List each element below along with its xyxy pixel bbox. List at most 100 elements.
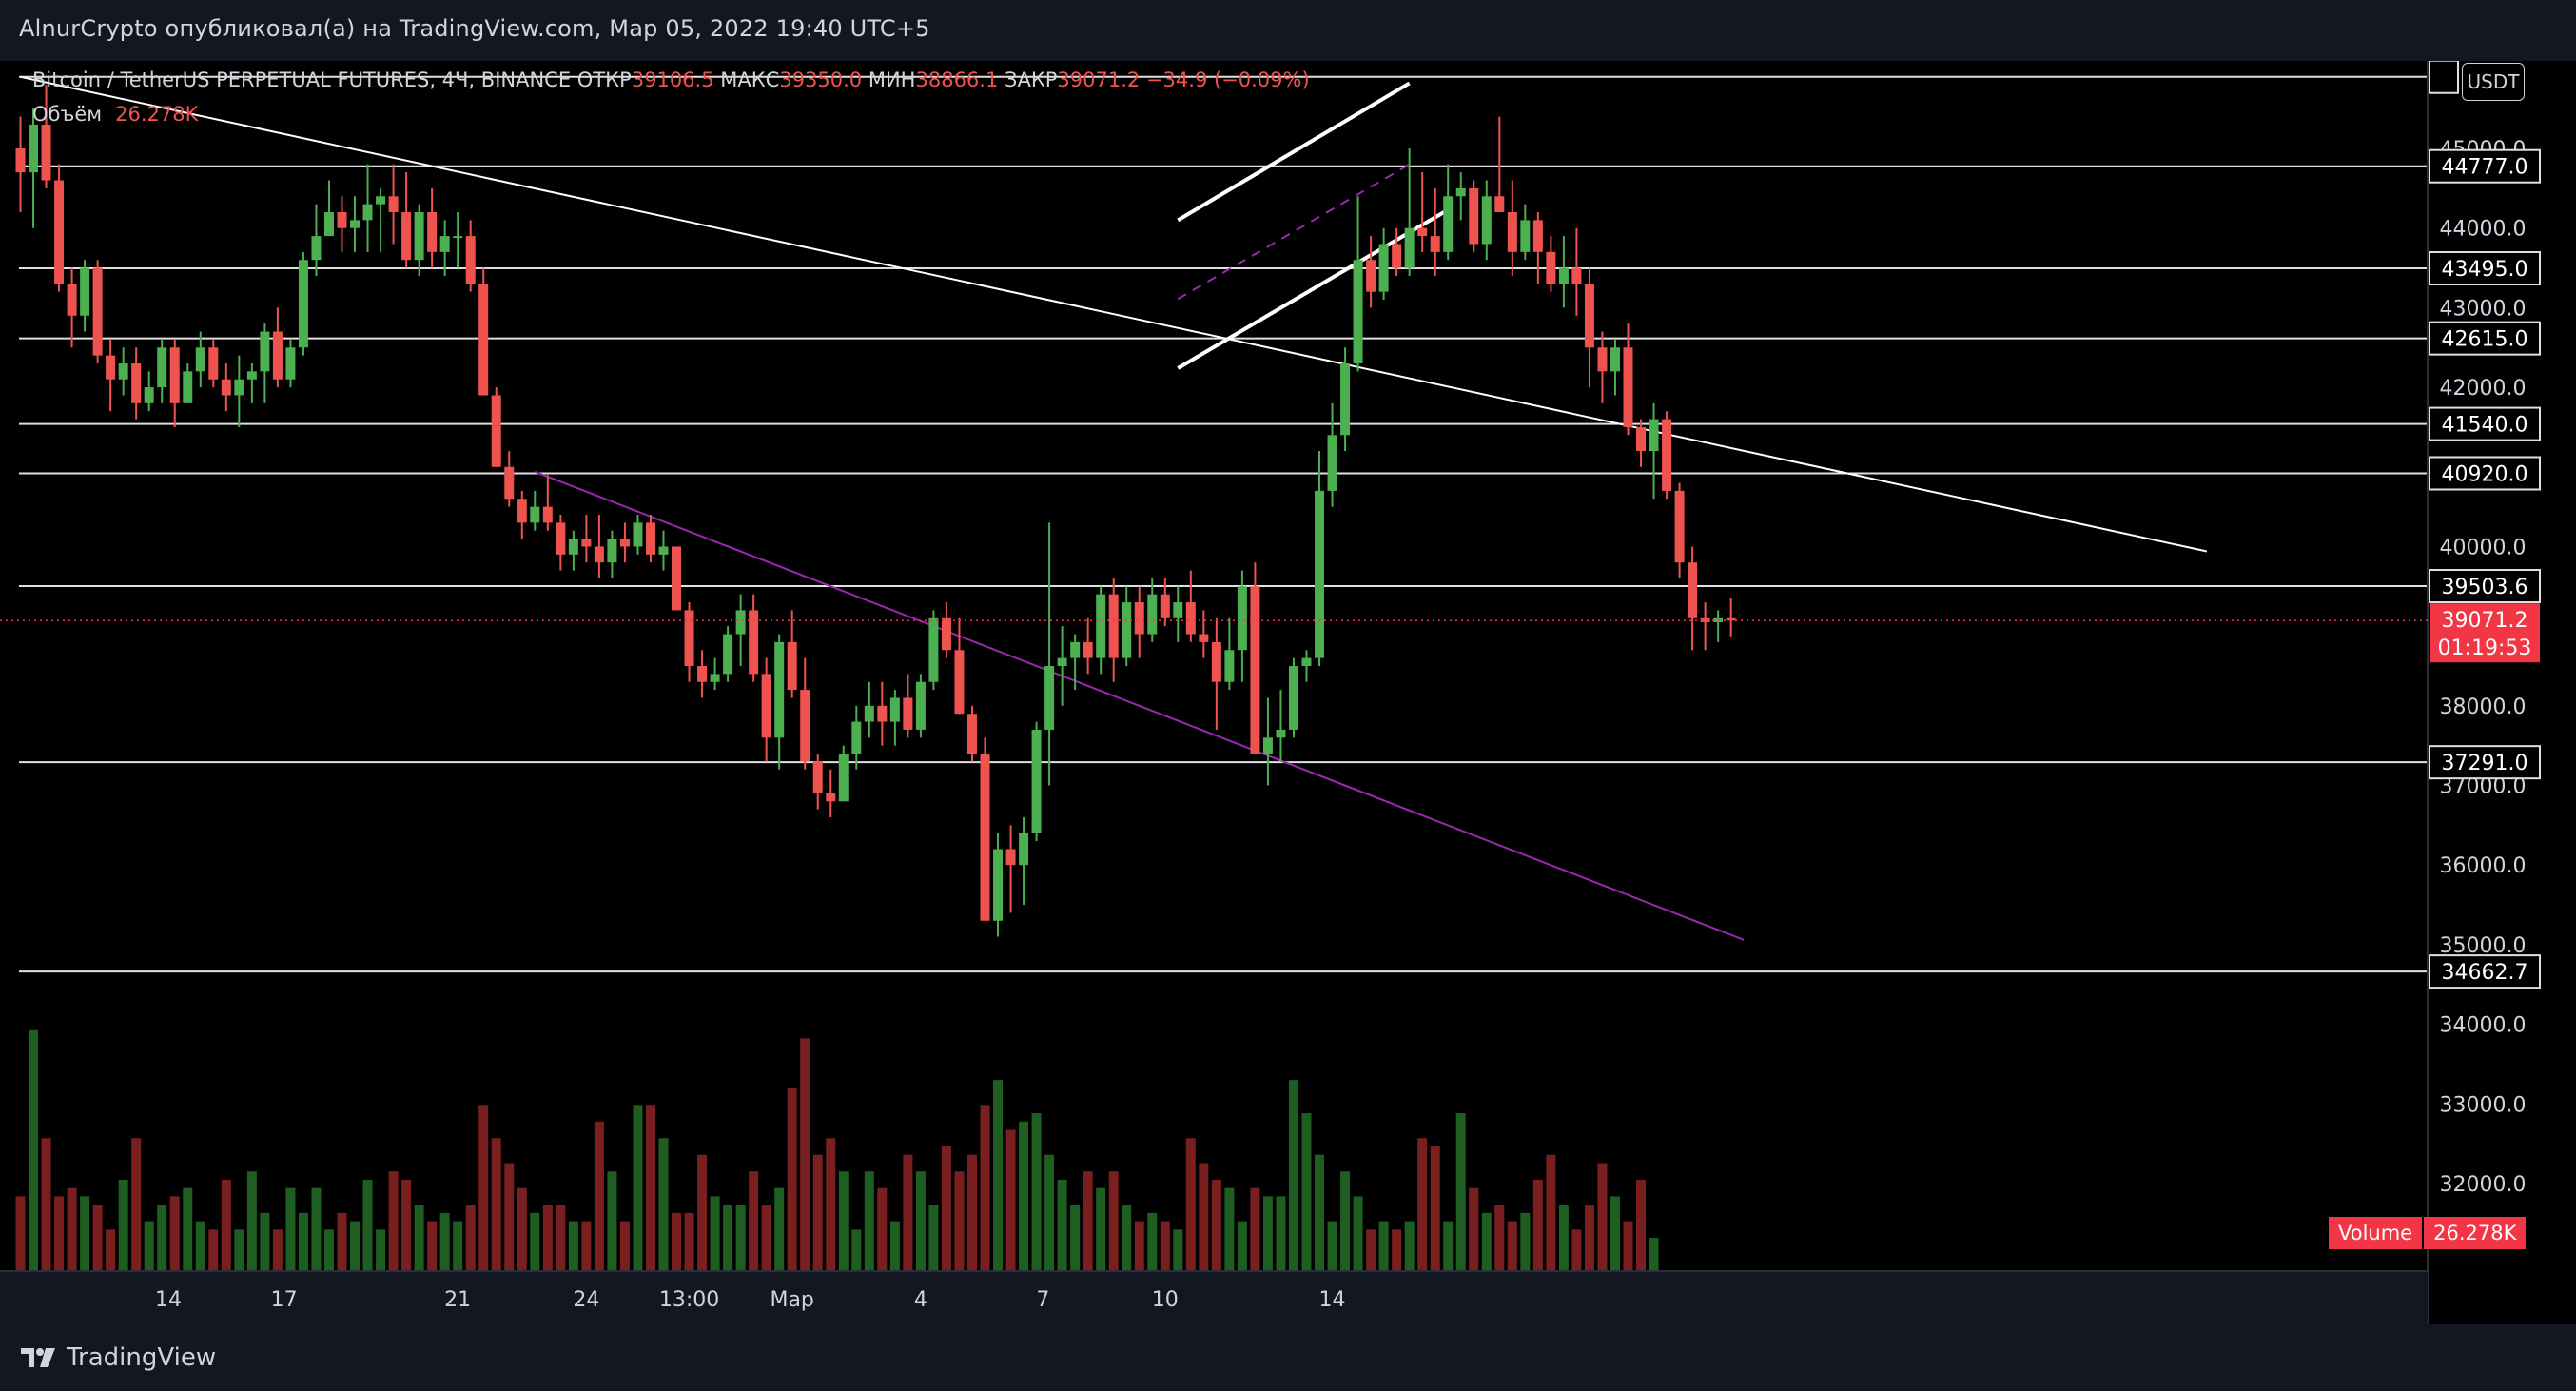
candle	[208, 339, 219, 388]
candle-body	[1469, 187, 1479, 245]
chart-area[interactable]: 32000.0 33000.0 34000.0 35000.0 36000.0 37000…	[0, 61, 2576, 1324]
price-tick-label: 42000.0	[2440, 377, 2527, 401]
volume-bar	[542, 1205, 553, 1271]
candle-body	[1262, 737, 1273, 754]
candle	[1532, 212, 1543, 284]
candle-body	[889, 697, 900, 722]
volume-bars	[15, 1029, 1659, 1271]
candle-body	[1726, 617, 1736, 621]
candle-body	[1494, 196, 1505, 212]
volume-bar	[607, 1171, 617, 1271]
candle	[749, 594, 759, 682]
time-axis-label: 13:00	[659, 1288, 719, 1312]
volume-bar	[1211, 1179, 1221, 1271]
volume-bar	[362, 1179, 373, 1271]
volume-bar	[106, 1229, 116, 1271]
candle-body	[954, 650, 965, 715]
candle-body	[67, 284, 77, 316]
volume-bar	[401, 1179, 412, 1271]
volume-bar	[980, 1105, 990, 1271]
candle-body	[787, 641, 797, 691]
candle	[401, 172, 412, 268]
legend-high-label: МАКС	[720, 69, 780, 91]
price-tick-label: 36000.0	[2440, 854, 2527, 878]
currency-badge[interactable]: USDT	[2462, 63, 2525, 101]
volume-bar	[1546, 1154, 1556, 1271]
volume-badge: Volume 26.278K	[2329, 1217, 2527, 1249]
legend-open-label: ОТКР	[576, 69, 632, 91]
volume-bar	[1108, 1171, 1119, 1271]
level-label-box	[2429, 456, 2541, 491]
level-label-text: 44777.0	[2442, 156, 2528, 180]
candle	[954, 617, 965, 715]
candle-body	[838, 754, 849, 802]
candle	[439, 220, 450, 276]
candle	[157, 339, 167, 403]
candle-body	[826, 793, 836, 802]
volume-bar	[15, 1196, 26, 1271]
volume-bar	[1019, 1121, 1029, 1271]
level-label-text: 34662.7	[2442, 961, 2528, 985]
volume-bar	[684, 1212, 694, 1271]
candle	[800, 657, 810, 770]
candle-body	[478, 284, 489, 396]
candle	[607, 530, 617, 578]
candle	[633, 515, 643, 555]
volume-bar	[568, 1221, 578, 1271]
level-label-box	[2429, 250, 2541, 285]
legend-high-value: 39350.0	[779, 69, 863, 91]
candle-body	[131, 363, 142, 403]
candle	[966, 705, 977, 762]
volume-badge-value: 26.278K	[2424, 1217, 2527, 1249]
volume-bar	[1199, 1163, 1209, 1271]
volume-bar	[1031, 1113, 1042, 1271]
trendline-channel-mid-dashed	[1177, 163, 1411, 301]
candle-body	[1378, 244, 1389, 292]
countdown-value: 01:19:53	[2438, 637, 2532, 660]
candle-body	[1031, 729, 1042, 833]
volume-bar	[80, 1196, 90, 1271]
time-axis-label: 14	[1319, 1288, 1346, 1312]
time-axis-label: 24	[573, 1288, 599, 1312]
candle-body	[993, 849, 1004, 921]
candle	[1494, 116, 1505, 212]
volume-bar	[1262, 1196, 1273, 1271]
candle-body	[800, 690, 810, 762]
volume-badge-label: Volume	[2329, 1217, 2423, 1249]
level-label: 43495.0	[2429, 250, 2541, 285]
candle-body	[1301, 657, 1312, 666]
candle-body	[1122, 602, 1132, 658]
price-tick-label: 40000.0	[2440, 536, 2527, 559]
candle	[350, 196, 361, 252]
volume-bar	[1623, 1221, 1633, 1271]
volume-bar	[272, 1229, 283, 1271]
candle	[1520, 204, 1531, 261]
candle	[118, 347, 128, 396]
time-axis-label: 17	[271, 1288, 298, 1312]
candle-body	[195, 347, 205, 372]
candle-body	[465, 236, 476, 284]
tradingview-logo[interactable]: TradingView	[19, 1343, 216, 1372]
candle	[1147, 578, 1158, 642]
level-label: 39503.6	[2429, 569, 2541, 604]
candle	[658, 530, 669, 571]
volume-bar	[195, 1221, 205, 1271]
candle	[1301, 650, 1312, 682]
candle-body	[774, 641, 785, 738]
candle-body	[1288, 666, 1298, 730]
candle-body	[1532, 220, 1543, 252]
volume-bar	[1122, 1205, 1132, 1271]
candle	[1610, 339, 1620, 396]
volume-bar	[723, 1205, 733, 1271]
price-chart[interactable]: 32000.033000.034000.035000.036000.037000…	[0, 61, 2576, 1324]
volume-bar	[556, 1205, 566, 1271]
volume-bar	[491, 1138, 501, 1271]
volume-bar	[787, 1087, 797, 1271]
candle	[1584, 267, 1594, 388]
volume-bar	[118, 1179, 128, 1271]
legend-volume-label: Объём	[32, 103, 103, 126]
volume-bar	[1443, 1221, 1454, 1271]
price-tick-label: 32000.0	[2440, 1173, 2527, 1197]
volume-bar	[376, 1229, 386, 1271]
candle-body	[1404, 227, 1415, 268]
